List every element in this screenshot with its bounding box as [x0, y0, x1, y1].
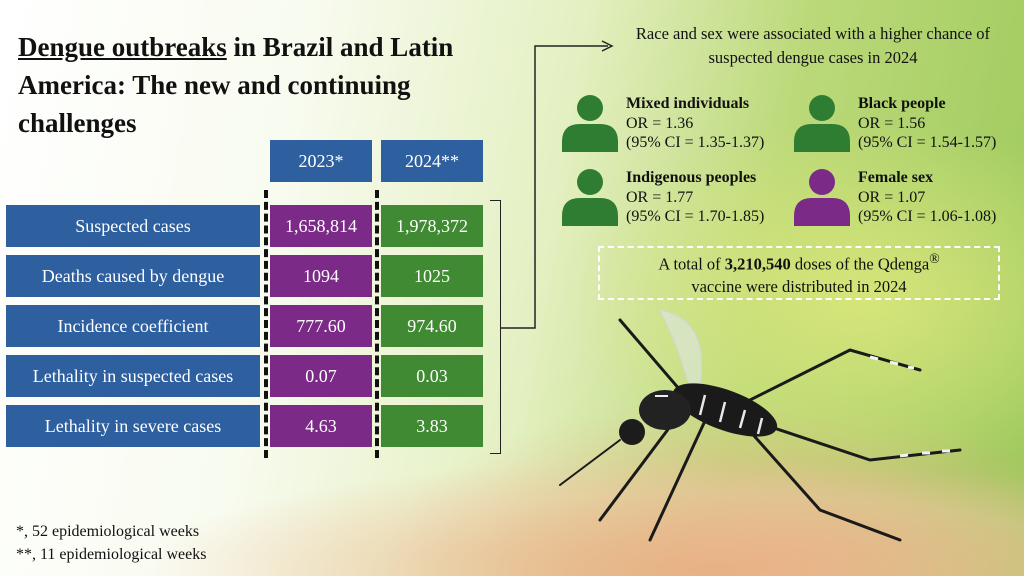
cell-2024-incidence: 974.60	[381, 305, 483, 347]
dashed-separator	[375, 190, 379, 458]
group-text: Indigenous peoples OR = 1.77 (95% CI = 1…	[626, 168, 826, 227]
row-label-suspected-cases: Suspected cases	[6, 205, 260, 247]
group-or: OR = 1.77	[626, 188, 694, 206]
person-icon	[562, 169, 618, 226]
group-ci: (95% CI = 1.70-1.85)	[626, 208, 765, 225]
group-ci: (95% CI = 1.06-1.08)	[858, 208, 997, 225]
group-name: Indigenous peoples	[626, 169, 757, 186]
footnote-2023: *, 52 epidemiological weeks	[16, 523, 200, 540]
group-ci: (95% CI = 1.35-1.37)	[626, 134, 765, 151]
person-icon	[562, 95, 618, 152]
person-icon	[794, 169, 850, 226]
cell-2024-lethality-severe: 3.83	[381, 405, 483, 447]
year-header-2024: 2024**	[381, 140, 483, 182]
table-brace	[490, 200, 501, 454]
cell-2024-suspected-cases: 1,978,372	[381, 205, 483, 247]
cell-2023-deaths: 1094	[270, 255, 372, 297]
cell-2024-lethality-suspected: 0.03	[381, 355, 483, 397]
person-icon	[794, 95, 850, 152]
cell-2023-incidence: 777.60	[270, 305, 372, 347]
group-text: Black people OR = 1.56 (95% CI = 1.54-1.…	[858, 94, 1024, 153]
group-name: Female sex	[858, 169, 934, 186]
group-ci: (95% CI = 1.54-1.57)	[858, 134, 997, 151]
connector-arrow	[500, 40, 614, 329]
mosquito-image	[559, 310, 962, 542]
associations-heading: Race and sex were associated with a high…	[635, 24, 991, 67]
cell-2023-suspected-cases: 1,658,814	[270, 205, 372, 247]
title-rest: in Brazil and Latin America: The new and…	[18, 32, 454, 138]
group-text: Mixed individuals OR = 1.36 (95% CI = 1.…	[626, 94, 826, 153]
group-name: Black people	[858, 95, 946, 112]
group-or: OR = 1.36	[626, 114, 694, 132]
vaccine-box: A total of 3,210,540 doses of the Qdenga…	[598, 246, 1000, 300]
vaccine-line-2: vaccine were distributed in 2024	[691, 276, 907, 296]
dashed-separator	[264, 190, 268, 458]
group-or: OR = 1.56	[858, 114, 926, 132]
row-label-lethality-severe: Lethality in severe cases	[6, 405, 260, 447]
title-underlined: Dengue outbreaks	[18, 32, 227, 62]
vaccine-line-1: A total of 3,210,540 doses of the Qdenga…	[600, 248, 998, 276]
cell-2024-deaths: 1025	[381, 255, 483, 297]
group-text: Female sex OR = 1.07 (95% CI = 1.06-1.08…	[858, 168, 1024, 227]
row-label-deaths: Deaths caused by dengue	[6, 255, 260, 297]
row-label-incidence: Incidence coefficient	[6, 305, 260, 347]
year-header-2023: 2023*	[270, 140, 372, 182]
group-or: OR = 1.07	[858, 188, 926, 206]
vaccine-middle: doses of the Qdenga	[790, 254, 930, 274]
vaccine-prefix: A total of	[658, 254, 725, 274]
footnotes: *, 52 epidemiological weeks **, 11 epide…	[16, 520, 206, 566]
cell-2023-lethality-suspected: 0.07	[270, 355, 372, 397]
cell-2023-lethality-severe: 4.63	[270, 405, 372, 447]
row-label-lethality-suspected: Lethality in suspected cases	[6, 355, 260, 397]
group-name: Mixed individuals	[626, 95, 750, 112]
page-title: Dengue outbreaks in Brazil and Latin Ame…	[18, 28, 518, 142]
registered-mark: ®	[929, 251, 940, 267]
footnote-2024: **, 11 epidemiological weeks	[16, 546, 207, 563]
vaccine-doses: 3,210,540	[724, 254, 791, 274]
